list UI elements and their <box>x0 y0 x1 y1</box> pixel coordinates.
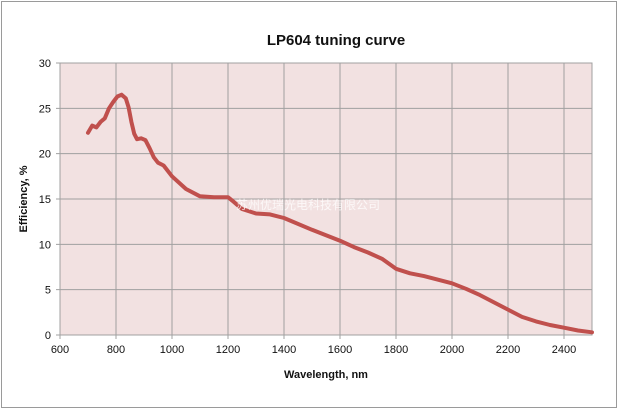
x-tick-label: 1400 <box>272 344 296 356</box>
x-tick-label: 2400 <box>552 344 576 356</box>
x-tick-label: 2200 <box>496 344 520 356</box>
series-line <box>86 92 594 335</box>
y-tick-label: 20 <box>39 149 51 161</box>
watermark-text: 苏州优瑞光电科技有限公司 <box>236 198 380 212</box>
y-axis-label: Efficiency, % <box>18 165 30 232</box>
x-tick-label: 1200 <box>216 344 240 356</box>
y-tick-label: 30 <box>39 58 51 70</box>
x-tick-label: 1800 <box>384 344 408 356</box>
x-tick-label: 1000 <box>160 344 184 356</box>
tick-labels: 600 800 1000 1200 1400 1600 1800 2000 2200 2400 0 5… <box>39 58 576 356</box>
y-tick-label: 0 <box>45 330 51 342</box>
y-tick-label: 10 <box>39 239 51 251</box>
gridlines <box>56 62 592 339</box>
chart-title: LP604 tuning curve <box>267 32 405 49</box>
y-tick-label: 15 <box>39 194 51 206</box>
x-tick-label: 1600 <box>328 344 352 356</box>
x-tick-label: 800 <box>107 344 125 356</box>
x-tick-label: 2000 <box>440 344 464 356</box>
x-tick-label: 600 <box>51 344 69 356</box>
x-axis-label: Wavelength, nm <box>284 369 368 381</box>
y-tick-label: 5 <box>45 285 51 297</box>
y-tick-label: 25 <box>39 103 51 115</box>
